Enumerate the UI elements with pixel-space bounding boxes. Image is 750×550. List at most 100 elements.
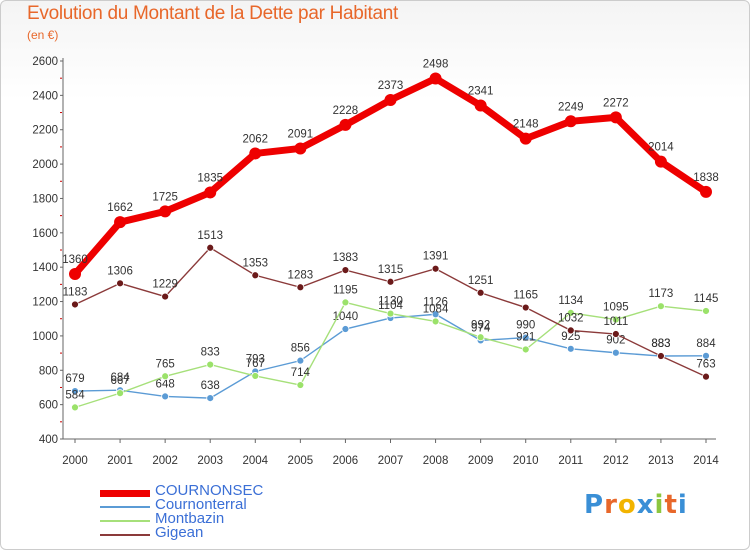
x-tick-label: 2002 [152, 455, 178, 467]
data-label-cournonterral: 974 [471, 322, 491, 334]
y-tick-label: 2000 [32, 159, 58, 171]
data-label-cournonsec: 1835 [197, 172, 223, 184]
data-point-gigean [657, 352, 665, 360]
data-label-cournonterral: 684 [110, 372, 130, 384]
data-point-gigean [341, 266, 350, 275]
data-label-gigean: 1306 [107, 265, 133, 277]
proxiti-logo: Proxiti [584, 490, 688, 520]
data-label-cournonsec: 2341 [468, 86, 494, 98]
y-tick-label: 2600 [32, 56, 58, 68]
y-tick-label: 1800 [32, 193, 58, 205]
y-tick-label: 600 [39, 400, 58, 412]
y-tick-label: 2200 [32, 125, 58, 137]
data-point-montbazin [431, 317, 440, 326]
data-point-cournonterral [71, 387, 79, 395]
data-label-cournonterral: 679 [65, 373, 84, 385]
x-tick-label: 2007 [378, 455, 404, 467]
x-tick-label: 2012 [603, 455, 629, 467]
data-label-gigean: 1383 [333, 252, 359, 264]
data-label-montbazin: 1195 [333, 284, 358, 296]
data-point-gigean [116, 279, 124, 288]
data-point-cournonterral [521, 333, 530, 342]
data-label-gigean: 763 [696, 359, 715, 371]
data-point-montbazin [206, 360, 215, 369]
data-label-cournonterral: 793 [246, 353, 265, 365]
data-point-cournonsec [429, 72, 442, 85]
data-point-montbazin [116, 389, 124, 398]
data-label-cournonterral: 648 [156, 378, 175, 390]
y-tick-label: 1600 [32, 228, 58, 240]
data-label-montbazin: 667 [110, 375, 129, 387]
data-label-gigean: 1165 [513, 290, 538, 302]
data-label-cournonterral: 902 [606, 335, 625, 347]
legend-swatch [100, 520, 150, 522]
legend-label: COURNONSEC [155, 482, 264, 499]
data-point-gigean [566, 326, 575, 335]
data-label-cournonterral: 883 [651, 338, 670, 350]
data-label-montbazin: 1173 [649, 288, 674, 300]
data-label-cournonsec: 2148 [513, 119, 539, 131]
data-label-gigean: 883 [651, 338, 670, 350]
data-label-cournonsec: 1838 [693, 172, 719, 184]
data-label-cournonsec: 2062 [242, 133, 268, 145]
data-point-montbazin [566, 308, 575, 317]
data-point-montbazin [521, 345, 530, 354]
data-point-gigean [386, 277, 395, 286]
data-point-cournonsec [114, 216, 127, 229]
x-tick-label: 2010 [513, 455, 539, 467]
data-label-gigean: 1032 [558, 312, 584, 324]
y-tick-label: 1200 [32, 297, 58, 309]
data-label-montbazin: 1095 [603, 302, 629, 314]
data-label-cournonsec: 2498 [423, 59, 449, 71]
data-point-cournonsec [564, 115, 577, 128]
data-label-gigean: 1283 [288, 269, 314, 281]
data-point-gigean [251, 271, 260, 280]
data-label-montbazin: 1145 [694, 293, 719, 305]
data-point-cournonsec [519, 132, 532, 145]
x-tick-label: 2003 [197, 455, 223, 467]
data-label-montbazin: 767 [246, 358, 265, 370]
data-point-cournonsec [249, 147, 262, 160]
data-label-cournonterral: 1040 [333, 311, 359, 323]
data-label-gigean: 1183 [63, 286, 88, 298]
data-label-cournonsec: 2091 [288, 128, 314, 140]
data-point-cournonsec [474, 99, 487, 112]
data-point-cournonsec [294, 142, 307, 155]
data-label-montbazin: 1084 [423, 303, 449, 315]
x-tick-label: 2001 [107, 455, 133, 467]
y-tick-label: 2400 [32, 90, 58, 102]
data-point-gigean [521, 303, 530, 312]
data-point-gigean [296, 283, 305, 292]
x-tick-label: 2011 [558, 455, 583, 467]
data-label-gigean: 1391 [423, 251, 449, 263]
data-label-cournonsec: 2373 [378, 80, 404, 92]
data-label-cournonsec: 2014 [648, 142, 674, 154]
x-tick-label: 2005 [288, 455, 314, 467]
x-tick-label: 2000 [62, 455, 88, 467]
x-tick-label: 2004 [242, 455, 268, 467]
data-point-cournonsec [384, 94, 397, 107]
legend-label: Cournonterral [155, 496, 247, 513]
data-point-cournonsec [609, 111, 622, 124]
x-tick-label: 2009 [468, 455, 494, 467]
data-point-cournonsec [700, 185, 712, 198]
data-label-cournonsec: 2272 [603, 97, 629, 109]
data-point-gigean [702, 372, 710, 381]
data-label-gigean: 1229 [152, 279, 178, 291]
y-tick-label: 1000 [32, 331, 58, 343]
data-label-gigean: 1513 [197, 230, 223, 242]
x-tick-label: 2008 [423, 455, 449, 467]
data-point-cournonterral [611, 348, 620, 357]
data-point-cournonsec [339, 118, 352, 131]
data-point-cournonsec [69, 268, 81, 281]
data-label-montbazin: 1134 [558, 295, 583, 307]
data-label-cournonsec: 2228 [333, 105, 359, 117]
legend-swatch [100, 506, 150, 508]
data-point-cournonsec [204, 186, 217, 199]
data-label-cournonterral: 884 [696, 338, 716, 350]
data-point-gigean [611, 330, 620, 338]
data-label-gigean: 1011 [603, 316, 628, 328]
y-tick-label: 1400 [32, 262, 58, 274]
